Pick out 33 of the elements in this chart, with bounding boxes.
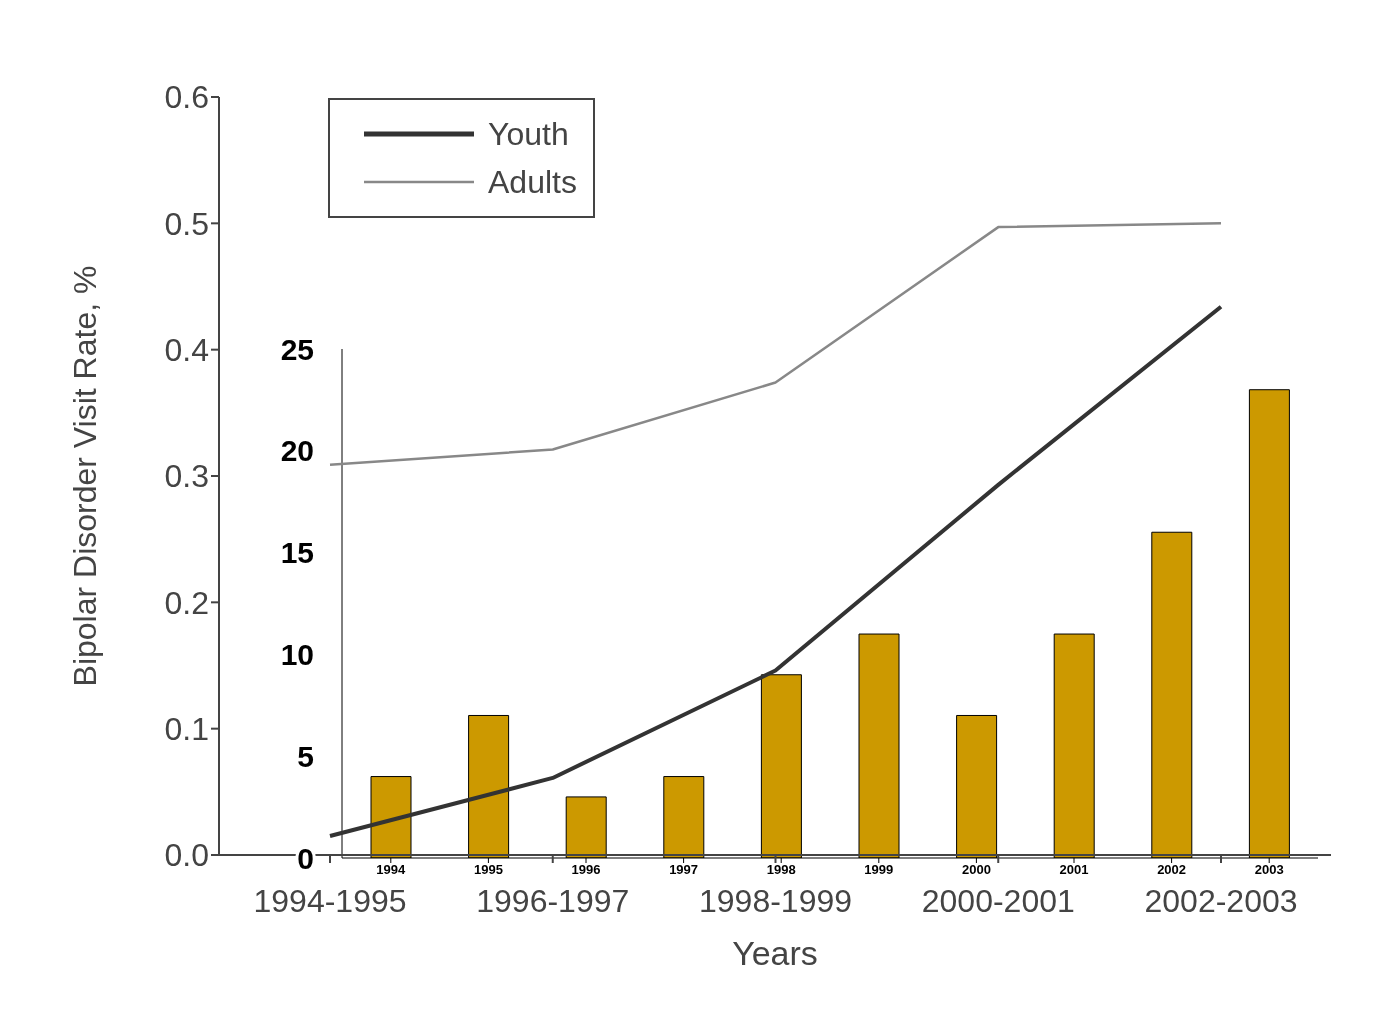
legend-label: Youth (488, 115, 569, 154)
y-tick-label: 10 (280, 638, 314, 672)
x-tick-label: 1998-1999 (698, 882, 853, 919)
y-tick-label: 0.3 (164, 458, 209, 495)
x-tick-label: 1997 (669, 862, 699, 878)
x-tick-label: 2002-2003 (1144, 882, 1298, 919)
x-tick-label: 1998 (766, 862, 796, 878)
y-tick-label: 0.0 (164, 837, 209, 874)
x-tick-label: 1994 (376, 862, 407, 878)
x-tick-label: 1996-1997 (476, 882, 630, 919)
y-tick-label: 20 (280, 434, 314, 468)
line-series (328, 304, 1223, 839)
y-tick-label: 15 (280, 536, 314, 570)
x-tick-label: 1995 (473, 862, 503, 878)
y-axis-title: Bipolar Disorder Visit Rate, % (67, 265, 104, 687)
x-tick-label: 2000 (961, 862, 991, 878)
y-tick-label: 5 (297, 739, 314, 773)
x-tick-label: 2003 (1254, 862, 1284, 878)
y-tick-label: 0.6 (164, 79, 209, 116)
x-tick-label: 2000-2001 (921, 882, 1075, 919)
y-tick-label: 0.2 (164, 584, 209, 621)
x-axis-title: Years (732, 934, 818, 972)
y-tick-label: 0.1 (164, 711, 209, 748)
y-tick-label: 0.4 (164, 332, 209, 369)
x-tick-label: 1996 (571, 862, 601, 878)
line-series (328, 222, 1223, 466)
legend-label: Adults (488, 163, 577, 202)
x-tick-label: 1994-1995 (253, 882, 407, 919)
x-tick-label: 2002 (1157, 862, 1187, 878)
x-tick-label: 1999 (864, 862, 894, 878)
y-tick-label: 25 (280, 332, 314, 366)
y-tick-label: 0.5 (164, 205, 209, 242)
x-tick-label: 2001 (1059, 862, 1089, 878)
